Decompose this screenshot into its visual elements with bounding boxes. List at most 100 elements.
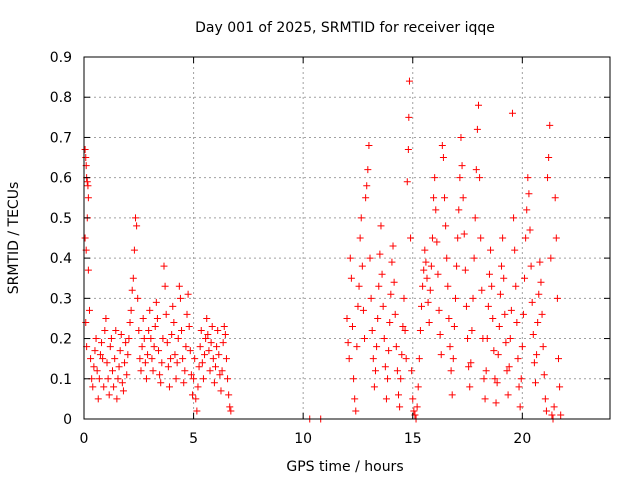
- y-tick-label: 0.8: [50, 90, 72, 106]
- data-point: [444, 282, 452, 290]
- data-point: [445, 314, 453, 322]
- data-point: [478, 286, 486, 294]
- data-point: [402, 355, 410, 363]
- data-point: [365, 141, 373, 149]
- data-point: [363, 182, 371, 190]
- x-tick-label: 10: [294, 431, 312, 447]
- grid-layer: [84, 57, 610, 419]
- data-point: [219, 339, 227, 347]
- data-point: [176, 294, 184, 302]
- data-point: [226, 403, 234, 411]
- data-point: [210, 379, 218, 387]
- data-point: [216, 371, 224, 379]
- data-point: [184, 290, 192, 298]
- data-point: [89, 383, 97, 391]
- data-point: [470, 254, 478, 262]
- data-point: [489, 314, 497, 322]
- data-point: [148, 355, 156, 363]
- data-point: [225, 391, 233, 399]
- data-point: [448, 391, 456, 399]
- data-point: [516, 403, 524, 411]
- y-tick-label: 0.9: [50, 50, 72, 66]
- data-point: [215, 351, 223, 359]
- data-point: [508, 109, 516, 117]
- data-point: [153, 314, 161, 322]
- data-point: [533, 351, 541, 359]
- data-point: [538, 310, 546, 318]
- data-point: [221, 331, 229, 339]
- data-point: [436, 331, 444, 339]
- y-tick-label: 0.3: [50, 291, 72, 307]
- data-point: [186, 347, 194, 355]
- data-point: [410, 407, 418, 415]
- data-point: [513, 318, 521, 326]
- data-point: [534, 318, 542, 326]
- data-point: [535, 290, 543, 298]
- data-point: [453, 262, 461, 270]
- data-point: [475, 101, 482, 109]
- data-point: [197, 327, 205, 335]
- data-point: [92, 335, 100, 343]
- data-point: [409, 395, 417, 403]
- data-point: [220, 322, 228, 330]
- data-point: [421, 246, 429, 254]
- data-point: [487, 246, 495, 254]
- data-point: [192, 395, 200, 403]
- data-point: [557, 411, 565, 419]
- data-point: [502, 339, 510, 347]
- data-point: [101, 327, 109, 335]
- data-point: [121, 359, 129, 367]
- data-point: [171, 351, 179, 359]
- data-point: [546, 121, 554, 129]
- data-point: [128, 286, 136, 294]
- data-point: [208, 322, 216, 330]
- data-point: [501, 310, 509, 318]
- data-point: [351, 395, 359, 403]
- data-point: [152, 298, 160, 306]
- data-point: [146, 306, 154, 314]
- data-point: [539, 343, 547, 351]
- data-point: [551, 194, 559, 202]
- data-point: [108, 367, 116, 375]
- data-point: [430, 194, 438, 202]
- data-point: [450, 322, 458, 330]
- data-point: [138, 343, 146, 351]
- data-point: [548, 411, 556, 419]
- data-point: [345, 355, 353, 363]
- data-point: [464, 335, 472, 343]
- data-point: [358, 262, 366, 270]
- data-point: [137, 367, 145, 375]
- data-point: [91, 347, 99, 355]
- data-point: [496, 290, 504, 298]
- data-point: [466, 383, 474, 391]
- data-point: [169, 302, 177, 310]
- data-point: [373, 343, 381, 351]
- data-point: [371, 367, 379, 375]
- data-point: [438, 141, 446, 149]
- data-point: [403, 178, 411, 186]
- data-point: [461, 266, 469, 274]
- data-point: [473, 125, 481, 133]
- data-point: [458, 162, 466, 170]
- data-point: [114, 375, 122, 383]
- y-axis-label: SRMTID / TECUs: [6, 182, 22, 295]
- data-point: [180, 379, 188, 387]
- data-point: [195, 363, 203, 371]
- data-point: [224, 375, 232, 383]
- data-point: [82, 318, 90, 326]
- data-point: [364, 166, 372, 174]
- data-point: [140, 335, 148, 343]
- data-point: [222, 355, 230, 363]
- data-point: [446, 343, 454, 351]
- data-point: [135, 327, 143, 335]
- data-point: [442, 222, 450, 230]
- data-point: [141, 359, 149, 367]
- data-point: [398, 351, 406, 359]
- data-point: [433, 238, 441, 246]
- data-point: [183, 310, 191, 318]
- data-point: [392, 343, 400, 351]
- data-point: [178, 327, 186, 335]
- data-point: [416, 327, 424, 335]
- data-point: [206, 367, 214, 375]
- data-point: [481, 395, 489, 403]
